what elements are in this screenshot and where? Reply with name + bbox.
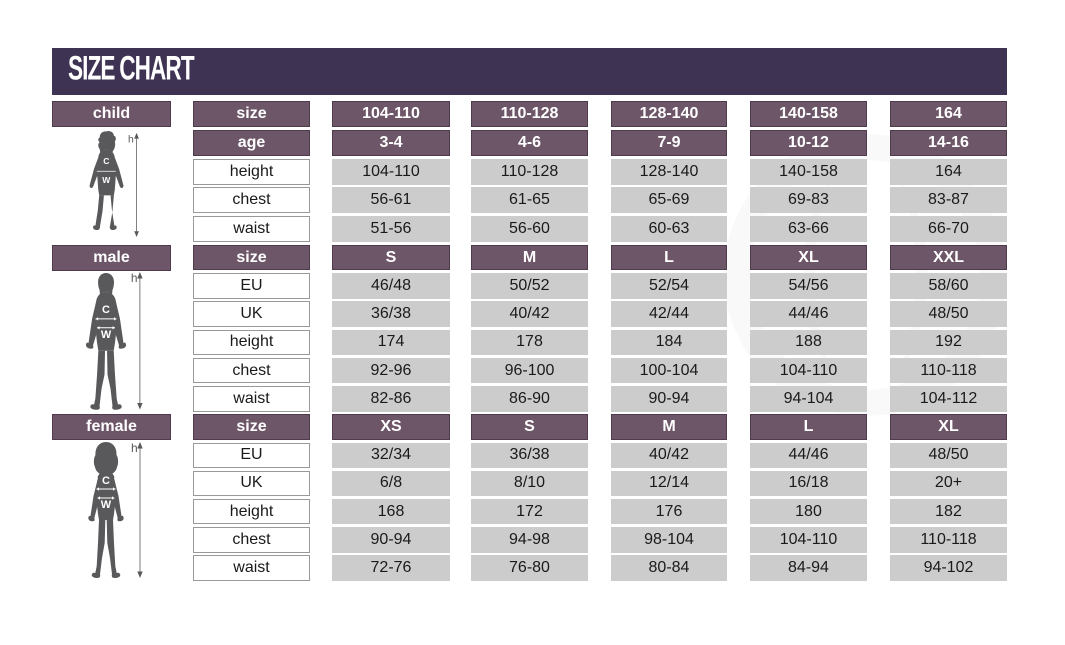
svg-text:C: C [102, 475, 110, 487]
svg-text:W: W [101, 329, 112, 341]
svg-text:W: W [102, 175, 111, 185]
svg-text:W: W [101, 499, 112, 511]
svg-text:C: C [102, 304, 110, 316]
svg-text:h: h [128, 134, 134, 145]
svg-text:h: h [131, 271, 138, 285]
svg-text:h: h [131, 441, 138, 455]
svg-text:C: C [103, 156, 109, 166]
